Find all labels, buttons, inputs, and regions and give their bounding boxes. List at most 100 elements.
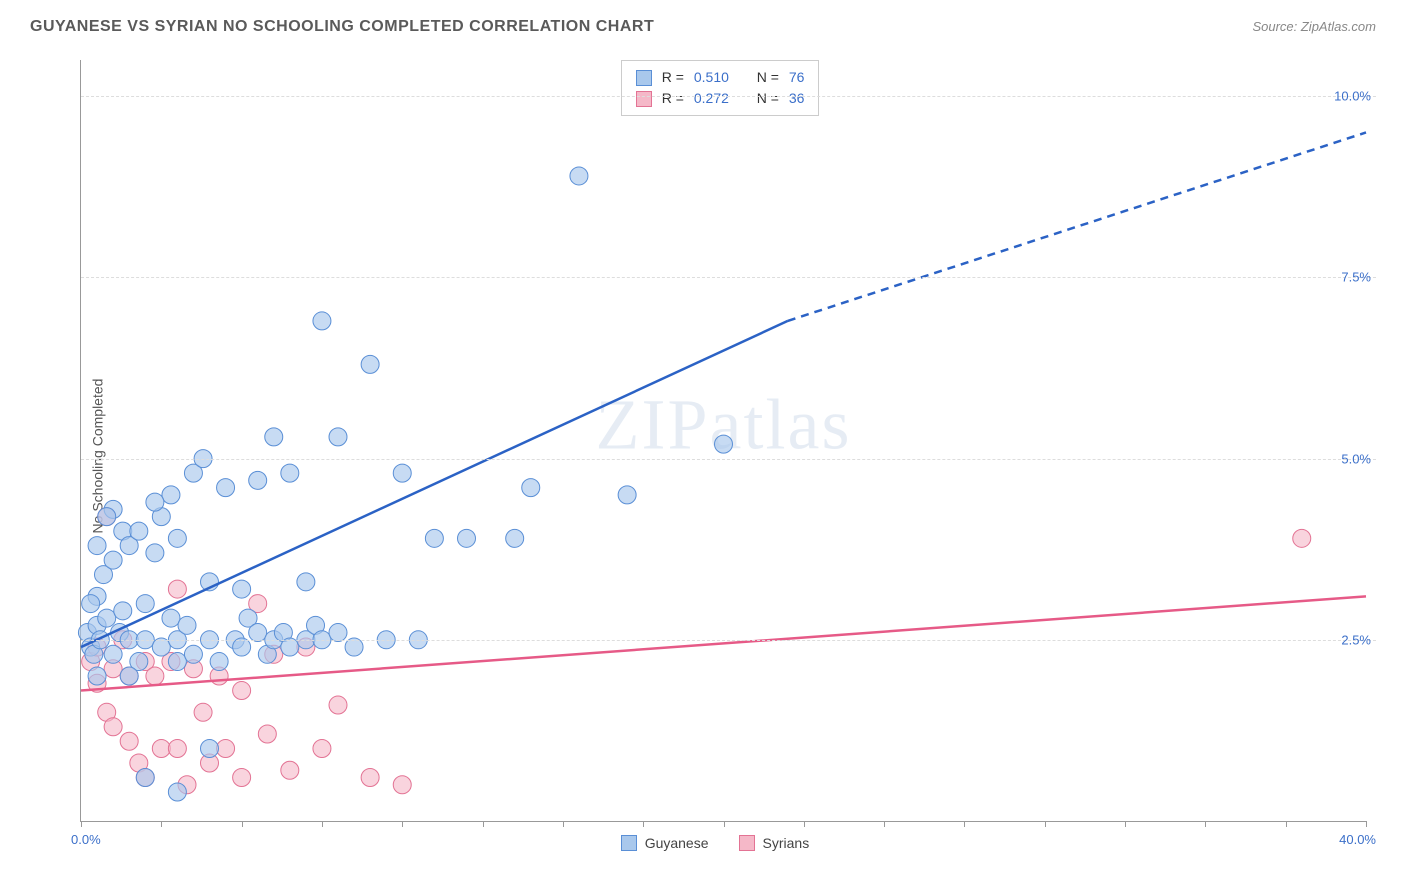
data-point bbox=[233, 580, 251, 598]
n-value-1: 36 bbox=[789, 88, 805, 109]
data-point bbox=[233, 769, 251, 787]
stats-row-guyanese: R = 0.510 N = 76 bbox=[636, 67, 805, 88]
data-point bbox=[152, 740, 170, 758]
x-tick bbox=[242, 821, 243, 827]
gridline bbox=[81, 640, 1376, 641]
n-label-1: N = bbox=[757, 88, 779, 109]
swatch-syrians bbox=[636, 91, 652, 107]
swatch-guyanese bbox=[636, 70, 652, 86]
x-axis-end-label: 40.0% bbox=[1339, 832, 1376, 847]
x-tick bbox=[402, 821, 403, 827]
x-tick bbox=[1205, 821, 1206, 827]
r-label-0: R = bbox=[662, 67, 684, 88]
y-tick-label: 7.5% bbox=[1341, 270, 1371, 285]
scatter-svg bbox=[81, 60, 1366, 821]
x-tick bbox=[643, 821, 644, 827]
data-point bbox=[217, 479, 235, 497]
x-tick bbox=[1286, 821, 1287, 827]
data-point bbox=[329, 696, 347, 714]
data-point bbox=[506, 529, 524, 547]
data-point bbox=[146, 544, 164, 562]
r-value-1: 0.272 bbox=[694, 88, 729, 109]
n-value-0: 76 bbox=[789, 67, 805, 88]
data-point bbox=[313, 312, 331, 330]
x-tick bbox=[322, 821, 323, 827]
data-point bbox=[168, 740, 186, 758]
data-point bbox=[162, 609, 180, 627]
legend-label-syrians: Syrians bbox=[763, 835, 810, 851]
legend-swatch-syrians bbox=[739, 835, 755, 851]
legend-bottom: Guyanese Syrians bbox=[621, 835, 810, 851]
data-point bbox=[201, 740, 219, 758]
legend-label-guyanese: Guyanese bbox=[645, 835, 709, 851]
data-point bbox=[184, 645, 202, 663]
data-point bbox=[104, 551, 122, 569]
data-point bbox=[522, 479, 540, 497]
data-point bbox=[136, 595, 154, 613]
data-point bbox=[458, 529, 476, 547]
stats-row-syrians: R = 0.272 N = 36 bbox=[636, 88, 805, 109]
data-point bbox=[618, 486, 636, 504]
data-point bbox=[136, 769, 154, 787]
gridline bbox=[81, 277, 1376, 278]
data-point bbox=[104, 645, 122, 663]
x-tick bbox=[1366, 821, 1367, 827]
n-label-0: N = bbox=[757, 67, 779, 88]
data-point bbox=[146, 667, 164, 685]
data-point bbox=[104, 718, 122, 736]
data-point bbox=[329, 428, 347, 446]
data-point bbox=[168, 580, 186, 598]
data-point bbox=[361, 355, 379, 373]
data-point bbox=[217, 740, 235, 758]
chart-title: GUYANESE VS SYRIAN NO SCHOOLING COMPLETE… bbox=[30, 18, 654, 36]
y-tick-label: 5.0% bbox=[1341, 451, 1371, 466]
trend-line-dashed bbox=[788, 132, 1366, 320]
data-point bbox=[249, 471, 267, 489]
data-point bbox=[168, 529, 186, 547]
data-point bbox=[88, 667, 106, 685]
data-point bbox=[281, 761, 299, 779]
x-tick bbox=[884, 821, 885, 827]
gridline bbox=[81, 459, 1376, 460]
data-point bbox=[393, 464, 411, 482]
legend-swatch-guyanese bbox=[621, 835, 637, 851]
x-tick bbox=[804, 821, 805, 827]
data-point bbox=[194, 703, 212, 721]
legend-item-guyanese: Guyanese bbox=[621, 835, 709, 851]
x-axis-start-label: 0.0% bbox=[71, 832, 101, 847]
y-tick-label: 2.5% bbox=[1341, 632, 1371, 647]
data-point bbox=[88, 537, 106, 555]
data-point bbox=[210, 653, 228, 671]
x-tick bbox=[81, 821, 82, 827]
data-point bbox=[1293, 529, 1311, 547]
data-point bbox=[313, 740, 331, 758]
data-point bbox=[82, 595, 100, 613]
x-tick bbox=[1045, 821, 1046, 827]
source-name: ZipAtlas.com bbox=[1301, 19, 1376, 34]
data-point bbox=[361, 769, 379, 787]
x-tick bbox=[563, 821, 564, 827]
data-point bbox=[98, 609, 116, 627]
r-value-0: 0.510 bbox=[694, 67, 729, 88]
x-tick bbox=[483, 821, 484, 827]
data-point bbox=[130, 522, 148, 540]
stats-legend-box: R = 0.510 N = 76 R = 0.272 N = 36 bbox=[621, 60, 820, 116]
data-point bbox=[715, 435, 733, 453]
x-tick bbox=[724, 821, 725, 827]
data-point bbox=[570, 167, 588, 185]
data-point bbox=[98, 508, 116, 526]
x-tick bbox=[161, 821, 162, 827]
gridline bbox=[81, 96, 1376, 97]
data-point bbox=[425, 529, 443, 547]
data-point bbox=[297, 573, 315, 591]
data-point bbox=[233, 682, 251, 700]
data-point bbox=[120, 732, 138, 750]
x-tick bbox=[964, 821, 965, 827]
x-tick bbox=[1125, 821, 1126, 827]
data-point bbox=[120, 667, 138, 685]
data-point bbox=[281, 464, 299, 482]
data-point bbox=[114, 602, 132, 620]
data-point bbox=[162, 486, 180, 504]
legend-item-syrians: Syrians bbox=[739, 835, 810, 851]
source-attribution: Source: ZipAtlas.com bbox=[1252, 18, 1376, 36]
